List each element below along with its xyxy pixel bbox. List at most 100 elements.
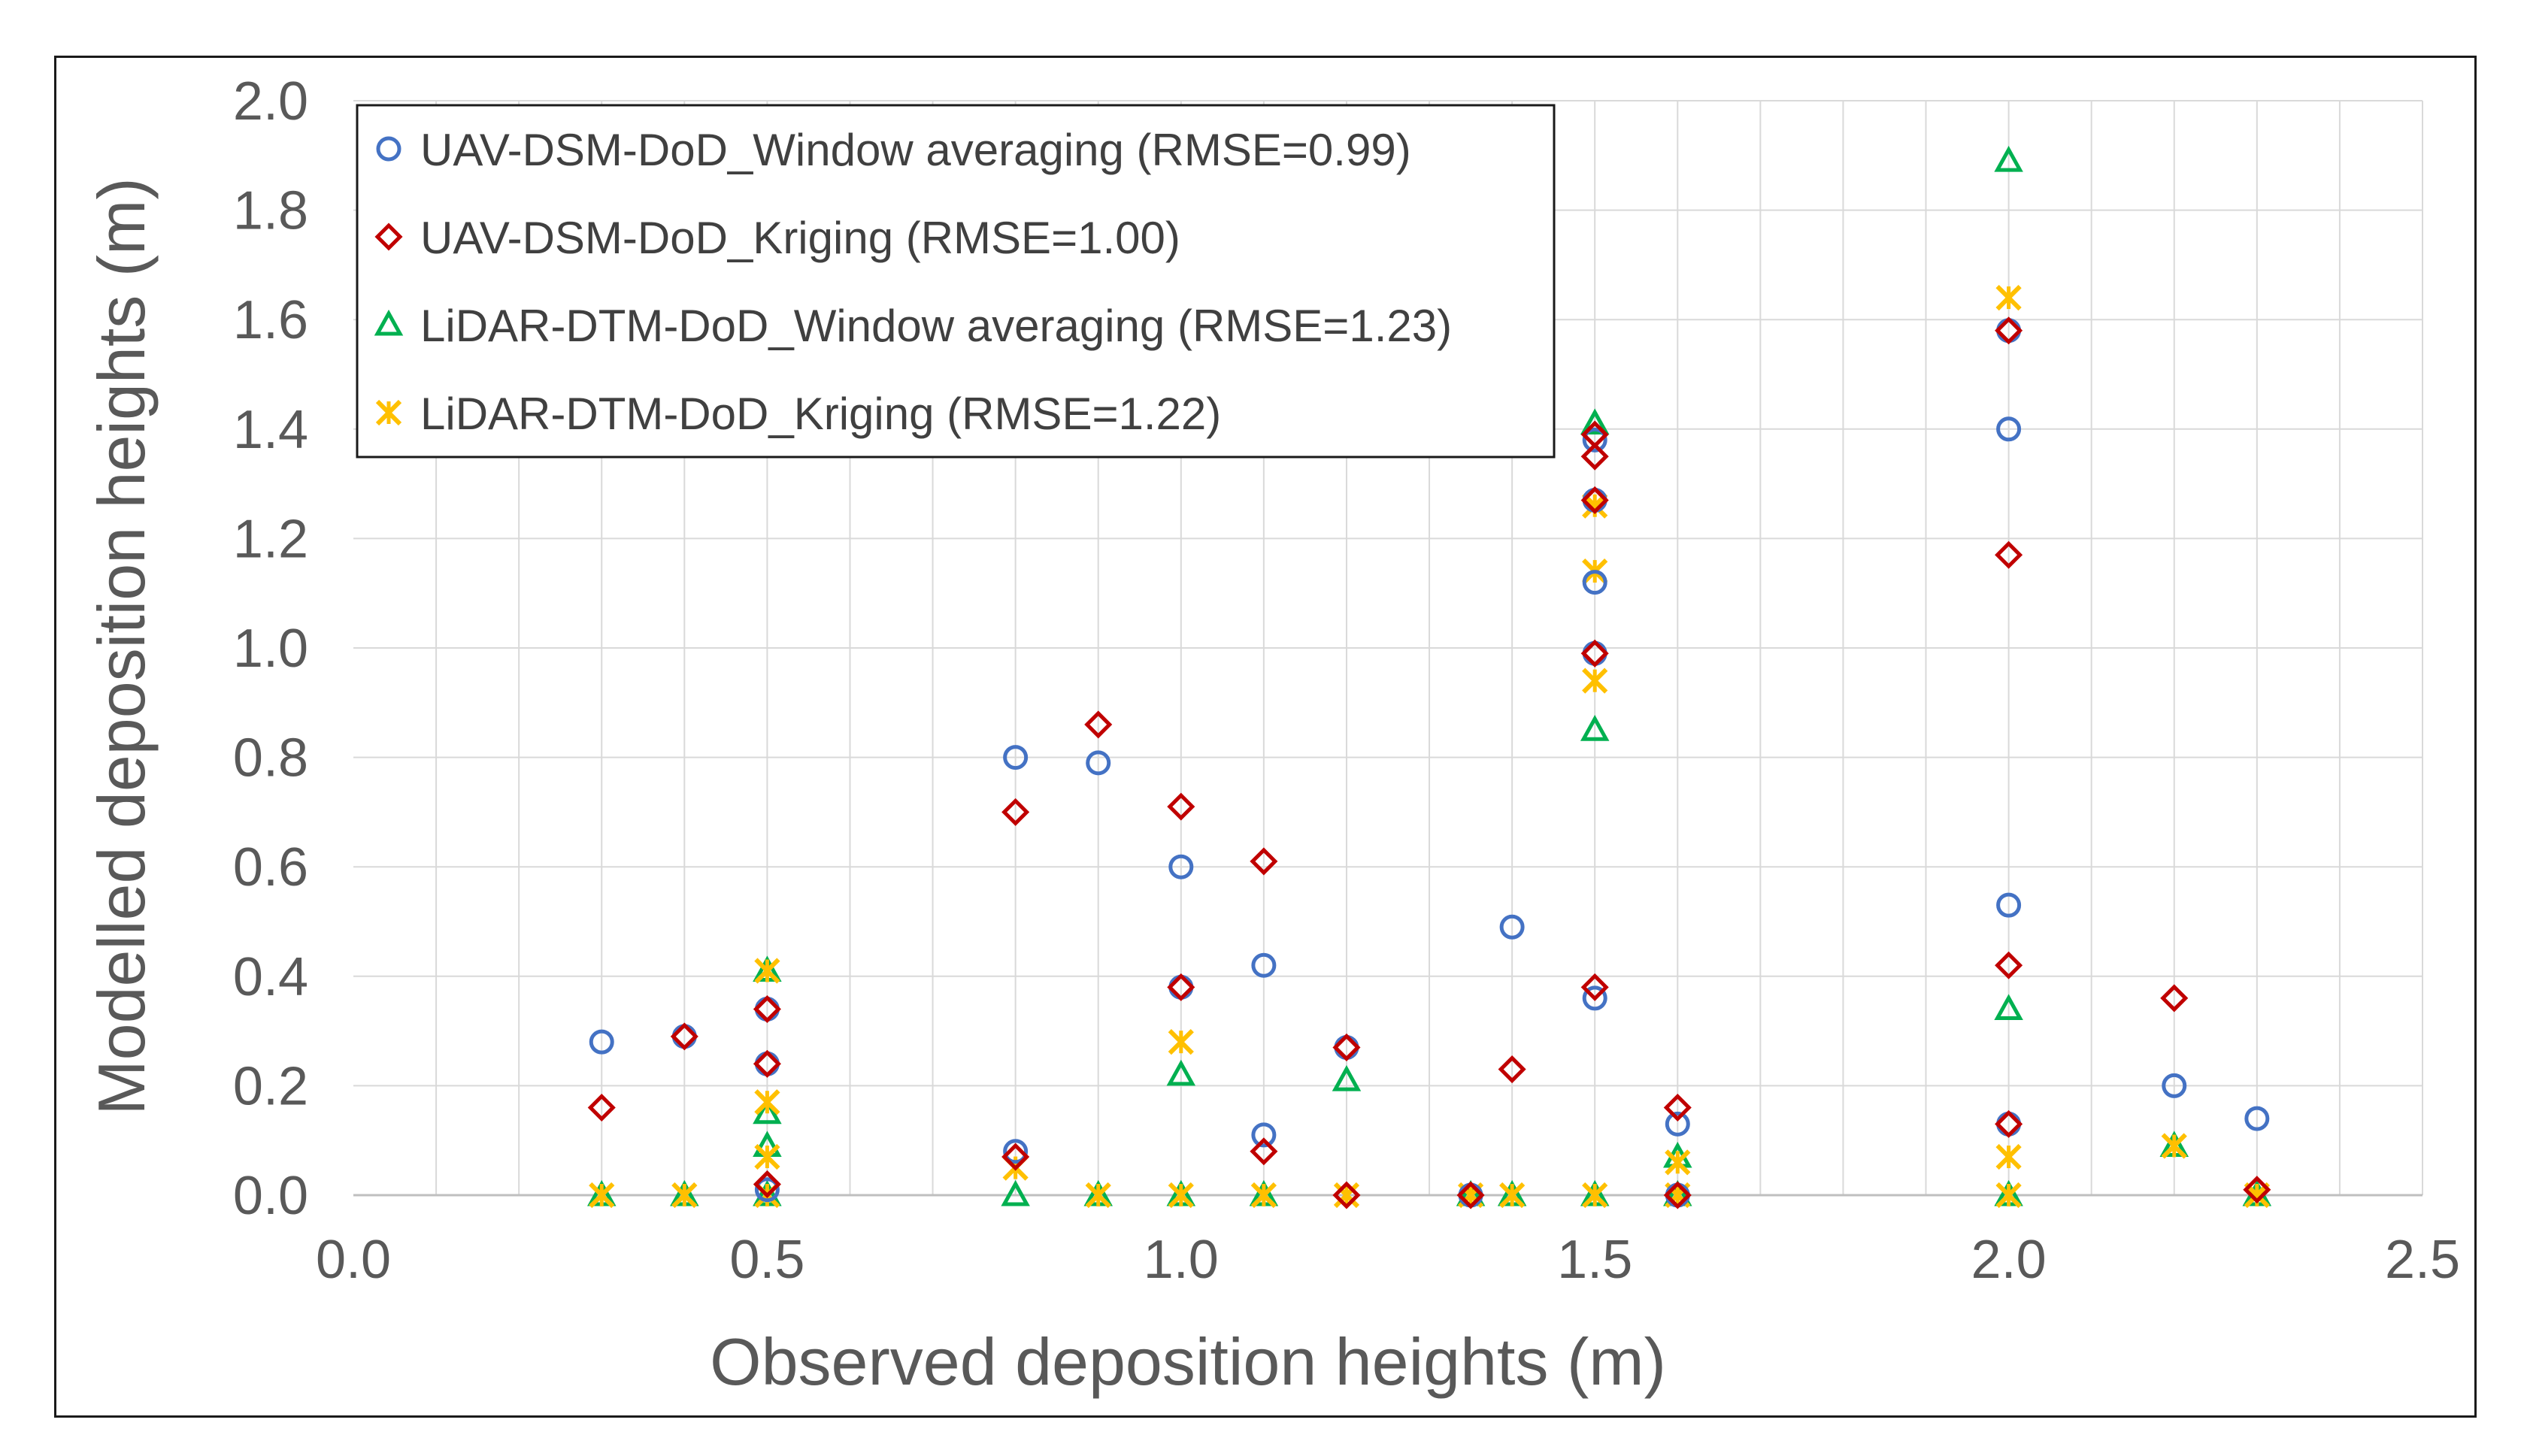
y-tick-label: 0.0 (233, 1166, 308, 1226)
data-point-diamond (1001, 798, 1030, 826)
data-point-diamond (2160, 984, 2189, 1013)
x-axis-title: Observed deposition heights (m) (710, 1324, 1666, 1399)
data-point-triangle (1332, 1064, 1362, 1091)
data-point-diamond (1001, 1143, 1030, 1171)
data-point-circle (1251, 952, 1277, 978)
data-point-circle (1582, 985, 1607, 1011)
data-point-star (1168, 1182, 1194, 1209)
data-point-diamond (1663, 1093, 1692, 1122)
data-point-star (1582, 1182, 1608, 1209)
y-tick-label: 1.8 (233, 181, 308, 241)
x-tick-label: 2.0 (1971, 1230, 2047, 1290)
data-point-circle (1003, 745, 1029, 770)
series-star (589, 284, 2270, 1209)
y-tick-label: 1.6 (233, 290, 308, 350)
legend: UAV-DSM-DoD_Window averaging (RMSE=0.99)… (356, 104, 1556, 459)
axis-layer: 0.0 0.2 0.4 0.6 0.8 1.0 1.2 1.4 1.6 1.8 2.0 0.0 0.5 1… (233, 71, 2460, 1290)
data-point-diamond (1995, 316, 2023, 345)
data-point-diamond (1498, 1055, 1526, 1084)
data-point-circle (1996, 416, 2022, 442)
data-point-diamond (1580, 486, 1609, 514)
legend-marker-diamond (374, 222, 403, 251)
data-point-circle (2162, 1073, 2187, 1098)
data-point-diamond (1167, 973, 1195, 1001)
y-tick-label: 2.0 (233, 71, 308, 132)
data-point-triangle (1994, 994, 2023, 1020)
data-point-diamond (1332, 1181, 1361, 1209)
data-point-star (1995, 1143, 2022, 1170)
legend-entry-label: UAV-DSM-DoD_Window averaging (RMSE=0.99) (420, 125, 1411, 175)
data-point-circle (1996, 892, 2022, 918)
data-point-circle (1499, 914, 1525, 940)
y-tick-label: 1.0 (233, 619, 308, 679)
data-point-diamond (1663, 1181, 1692, 1209)
y-tick-label: 1.2 (233, 509, 308, 569)
data-point-diamond (1995, 540, 2023, 569)
data-point-circle (2244, 1106, 2270, 1131)
data-point-circle (1582, 427, 1607, 453)
data-point-circle (1251, 1122, 1277, 1148)
series-diamond (587, 316, 2271, 1209)
data-point-triangle (1994, 145, 2023, 172)
data-point-star (1498, 1182, 1526, 1209)
data-point-diamond (1167, 792, 1195, 821)
data-point-star (1995, 284, 2022, 311)
legend-marker-triangle (374, 309, 404, 336)
data-point-star (1582, 667, 1608, 694)
y-tick-label: 0.4 (233, 947, 308, 1007)
legend-marker-star (375, 399, 402, 426)
data-point-diamond (1332, 1033, 1361, 1061)
y-tick-label: 0.8 (233, 728, 308, 789)
data-point-circle (589, 1029, 614, 1055)
x-tick-label: 1.0 (1144, 1230, 1219, 1290)
data-point-diamond (1580, 442, 1609, 471)
data-point-diamond (1250, 1137, 1278, 1166)
y-tick-label: 0.2 (233, 1056, 308, 1116)
data-point-triangle (1580, 408, 1610, 435)
data-point-diamond (670, 1022, 698, 1051)
legend-box (356, 104, 1556, 459)
data-point-diamond (1084, 710, 1113, 739)
data-point-diamond (753, 994, 781, 1024)
data-point-circle (1003, 1139, 1029, 1164)
data-point-star (1995, 1182, 2022, 1209)
x-tick-label: 2.5 (2385, 1230, 2460, 1290)
legend-entry-label: LiDAR-DTM-DoD_Kriging (RMSE=1.22) (420, 389, 1221, 439)
x-tick-label: 0.0 (316, 1230, 391, 1290)
data-point-diamond (753, 1049, 781, 1078)
data-point-diamond (1580, 973, 1609, 1001)
legend-marker-circle (376, 136, 401, 162)
data-point-star (1168, 1029, 1194, 1055)
data-point-star (671, 1182, 698, 1209)
data-point-diamond (1995, 1109, 2023, 1138)
data-point-circle (1086, 750, 1111, 776)
data-point-diamond (1580, 639, 1609, 667)
data-point-circle (1168, 854, 1194, 879)
data-point-star (1665, 1149, 1691, 1176)
data-point-diamond (1250, 847, 1278, 876)
y-tick-label: 0.6 (233, 837, 308, 898)
data-point-star (1333, 1182, 1360, 1209)
data-point-star (589, 1182, 615, 1209)
y-tick-label: 1.4 (233, 400, 308, 460)
data-point-star (754, 1143, 780, 1170)
x-tick-label: 0.5 (729, 1230, 804, 1290)
y-axis-title: Modelled deposition heights (m) (84, 177, 159, 1115)
points-layer (586, 145, 2272, 1209)
data-point-diamond (2243, 1176, 2271, 1204)
x-tick-label: 1.5 (1557, 1230, 1632, 1290)
data-point-triangle (1580, 715, 1610, 741)
data-point-diamond (587, 1093, 616, 1122)
data-point-star (2161, 1133, 2187, 1159)
data-point-diamond (753, 1170, 781, 1198)
data-point-circle (754, 1177, 780, 1203)
legend-entry-label: UAV-DSM-DoD_Kriging (RMSE=1.00) (420, 213, 1180, 263)
data-point-triangle (753, 1097, 782, 1125)
data-point-diamond (1995, 951, 2023, 979)
legend-entry-label: LiDAR-DTM-DoD_Window averaging (RMSE=1.2… (420, 301, 1452, 351)
data-point-star (754, 958, 780, 984)
data-point-star (1250, 1182, 1277, 1209)
data-point-triangle (1001, 1179, 1030, 1206)
data-point-star (1085, 1182, 1111, 1209)
